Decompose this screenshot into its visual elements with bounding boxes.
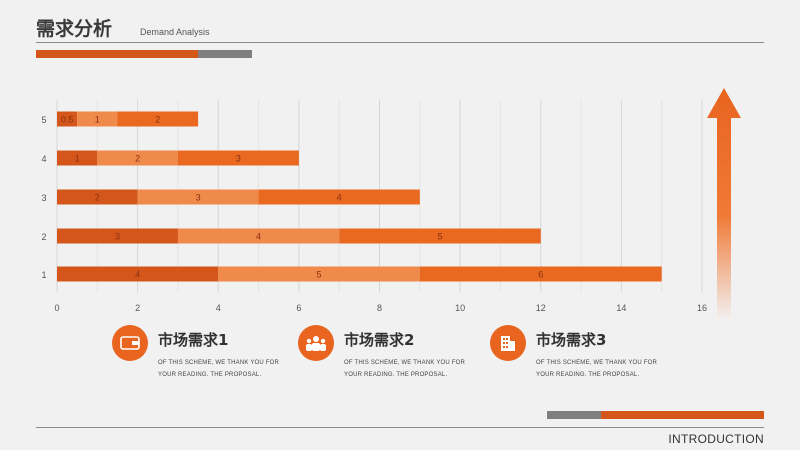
y-tick-label: 5 bbox=[41, 115, 46, 125]
card-description: OF THIS SCHEME, WE THANK YOU FOR YOUR RE… bbox=[536, 360, 658, 378]
y-tick-label: 3 bbox=[41, 193, 46, 203]
data-label: 6 bbox=[538, 270, 543, 280]
bar-segment bbox=[97, 150, 178, 166]
bar-segment bbox=[218, 266, 420, 282]
card-description: OF THIS SCHEME, WE THANK YOU FOR YOUR RE… bbox=[158, 360, 280, 378]
bar-segment bbox=[177, 228, 340, 244]
building-icon bbox=[490, 325, 526, 361]
x-tick-label: 12 bbox=[536, 303, 546, 313]
x-tick-label: 8 bbox=[377, 303, 382, 313]
card-title: 市场需求1 bbox=[158, 331, 229, 349]
bar-segment bbox=[419, 266, 662, 282]
accent-bar-orange bbox=[36, 50, 198, 58]
bars bbox=[57, 111, 662, 282]
footer-label: INTRODUCTION bbox=[668, 432, 764, 446]
page-title: 需求分析 bbox=[36, 18, 113, 40]
x-tick-label: 4 bbox=[216, 303, 221, 313]
bar-segment bbox=[339, 228, 541, 244]
card-title: 市场需求3 bbox=[536, 331, 607, 349]
data-label: 0.5 bbox=[61, 115, 74, 125]
bar-segment bbox=[57, 111, 78, 127]
data-label: 1 bbox=[75, 154, 80, 164]
bar-segment bbox=[117, 111, 199, 127]
card-title: 市场需求2 bbox=[344, 331, 415, 349]
people-icon bbox=[298, 325, 334, 361]
data-label: 4 bbox=[256, 232, 261, 242]
page-subtitle: Demand Analysis bbox=[140, 27, 210, 37]
data-label: 1 bbox=[95, 115, 100, 125]
x-tick-labels: 0 2 4 6 8 10 12 14 16 bbox=[54, 303, 707, 313]
footer-accent-gray bbox=[547, 411, 601, 419]
x-tick-label: 14 bbox=[616, 303, 626, 313]
x-tick-label: 2 bbox=[135, 303, 140, 313]
footer-accent-orange bbox=[601, 411, 764, 419]
bar-segment bbox=[77, 111, 118, 127]
card-market-demand-1: 市场需求1 OF THIS SCHEME, WE THANK YOU FOR Y… bbox=[112, 325, 292, 385]
wallet-icon bbox=[112, 325, 148, 361]
x-tick-label: 16 bbox=[697, 303, 707, 313]
bar-segment bbox=[177, 150, 299, 166]
data-label: 5 bbox=[317, 270, 322, 280]
y-tick-label: 1 bbox=[41, 270, 46, 280]
up-arrow-icon bbox=[707, 88, 741, 320]
data-labels: 4 5 6 3 4 5 2 3 4 1 2 3 0.5 1 2 bbox=[61, 115, 543, 280]
top-divider bbox=[36, 42, 764, 43]
data-label: 3 bbox=[236, 154, 241, 164]
bar-segment bbox=[57, 266, 219, 282]
data-label: 2 bbox=[135, 154, 140, 164]
data-label: 4 bbox=[135, 270, 140, 280]
data-label: 2 bbox=[95, 193, 100, 203]
card-market-demand-3: 市场需求3 OF THIS SCHEME, WE THANK YOU FOR Y… bbox=[490, 325, 670, 385]
bar-segment bbox=[258, 189, 420, 205]
data-label: 5 bbox=[437, 232, 442, 242]
data-label: 3 bbox=[115, 232, 120, 242]
y-tick-labels: 1 2 3 4 5 bbox=[41, 115, 46, 280]
x-tick-label: 10 bbox=[455, 303, 465, 313]
data-label: 2 bbox=[155, 115, 160, 125]
bar-segment bbox=[137, 189, 259, 205]
bar-segment bbox=[57, 150, 98, 166]
y-tick-label: 2 bbox=[41, 232, 46, 242]
accent-bar-gray bbox=[198, 50, 252, 58]
card-market-demand-2: 市场需求2 OF THIS SCHEME, WE THANK YOU FOR Y… bbox=[298, 325, 478, 385]
x-tick-label: 6 bbox=[296, 303, 301, 313]
card-description: OF THIS SCHEME, WE THANK YOU FOR YOUR RE… bbox=[344, 360, 466, 378]
data-label: 4 bbox=[337, 193, 342, 203]
y-tick-label: 4 bbox=[41, 154, 46, 164]
x-tick-label: 0 bbox=[54, 303, 59, 313]
bar-segment bbox=[57, 189, 138, 205]
bar-segment bbox=[57, 228, 178, 244]
data-label: 3 bbox=[196, 193, 201, 203]
bottom-divider bbox=[36, 427, 764, 428]
